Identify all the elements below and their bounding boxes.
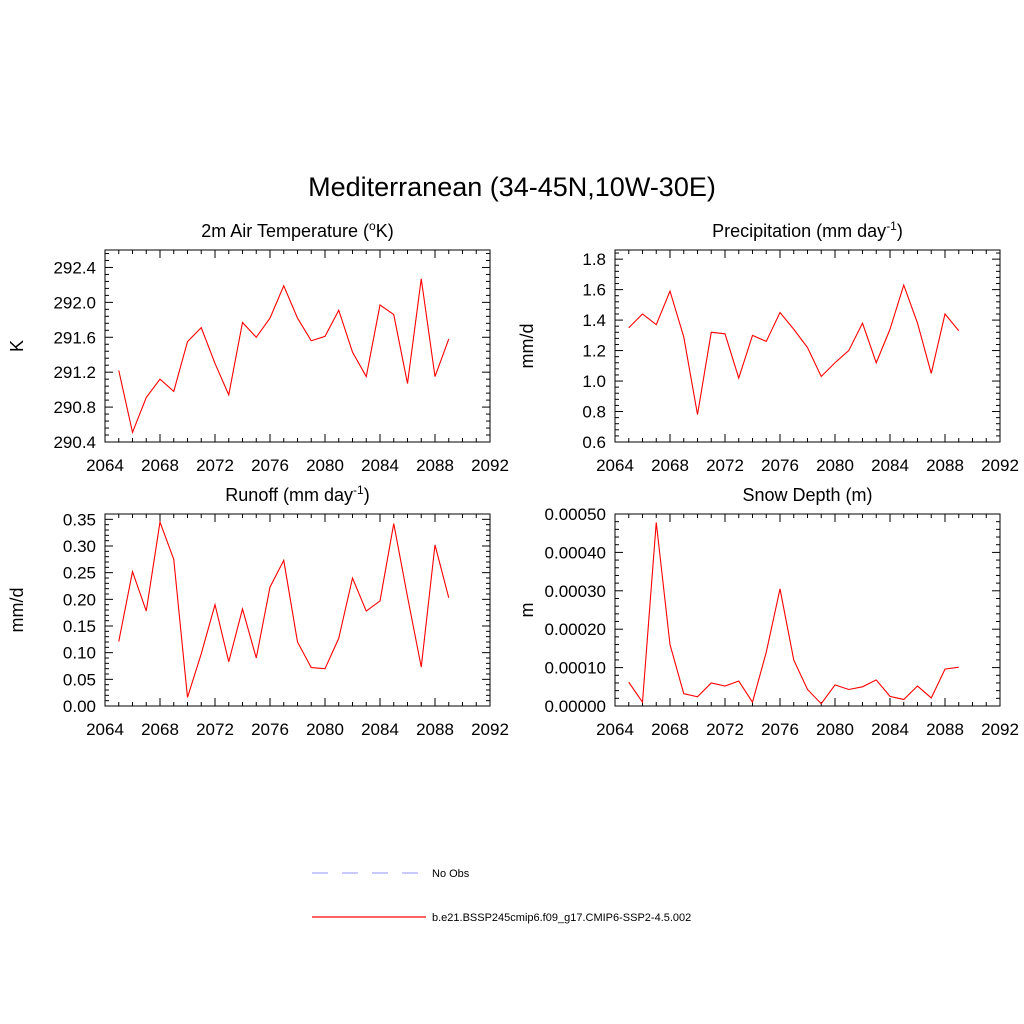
y-tick-label: 1.0: [582, 372, 606, 391]
x-tick-label: 2088: [926, 456, 964, 475]
x-tick-label: 2084: [871, 720, 909, 739]
x-tick-label: 2064: [596, 720, 634, 739]
y-tick-label: 290.4: [53, 433, 96, 452]
x-tick-label: 2088: [926, 720, 964, 739]
y-tick-label: 0.35: [63, 510, 96, 529]
x-tick-label: 2068: [141, 456, 179, 475]
x-tick-label: 2088: [416, 720, 454, 739]
series-line: [118, 278, 450, 435]
series-line: [628, 522, 959, 705]
x-tick-label: 2084: [361, 456, 399, 475]
y-tick-label: 0.00000: [545, 697, 606, 716]
y-tick-label: 0.25: [63, 564, 96, 583]
x-tick-label: 2080: [306, 720, 344, 739]
x-tick-label: 2068: [651, 456, 689, 475]
x-tick-label: 2092: [981, 720, 1019, 739]
chart-panel: 2064 2068 2072 2076 2080 2084 2088 2092 0.00000 0…: [517, 485, 1019, 739]
chart-panel: 2064 2068 2072 2076 2080 2084 2088 2092 290.4 290…: [7, 219, 509, 475]
y-axis-label: m: [517, 603, 537, 618]
chart-panel: 2064 2068 2072 2076 2080 2084 2088 2092 0.00 0.05…: [7, 483, 509, 739]
x-tick-label: 2064: [596, 456, 634, 475]
plot-frame: [104, 513, 491, 707]
y-axis-label: mm/d: [7, 588, 27, 633]
y-tick-label: 1.8: [582, 250, 606, 269]
plot-frame: [614, 513, 1001, 707]
y-tick-label: 0.6: [582, 433, 606, 452]
y-tick-label: 1.2: [582, 342, 606, 361]
y-tick-label: 292.0: [53, 293, 96, 312]
main-title: Mediterranean (34-45N,10W-30E): [308, 172, 716, 202]
x-tick-label: 2080: [306, 456, 344, 475]
y-tick-label: 0.00050: [545, 505, 606, 524]
y-tick-label: 0.05: [63, 670, 96, 689]
x-tick-label: 2072: [196, 456, 234, 475]
x-tick-label: 2072: [706, 456, 744, 475]
y-axis-label: mm/d: [517, 324, 537, 369]
y-tick-label: 0.10: [63, 644, 96, 663]
panel-title: 2m Air Temperature (oK): [201, 219, 393, 241]
y-tick-label: 0.30: [63, 537, 96, 556]
y-tick-label: 0.00030: [545, 582, 606, 601]
panel-title: Precipitation (mm day-1): [712, 219, 903, 241]
plot-frame: [104, 249, 491, 443]
plot-frame: [614, 249, 1001, 443]
x-tick-label: 2064: [86, 456, 124, 475]
series-line: [628, 283, 960, 415]
y-tick-label: 291.6: [53, 328, 96, 347]
y-tick-label: 1.4: [582, 311, 606, 330]
x-tick-label: 2084: [871, 456, 909, 475]
x-tick-label: 2072: [706, 720, 744, 739]
x-tick-label: 2080: [816, 720, 854, 739]
x-tick-label: 2092: [981, 456, 1019, 475]
x-tick-label: 2092: [471, 720, 509, 739]
x-tick-label: 2076: [251, 720, 289, 739]
legend-label: No Obs: [432, 868, 470, 880]
x-tick-label: 2076: [761, 456, 799, 475]
x-tick-label: 2084: [361, 720, 399, 739]
x-tick-label: 2064: [86, 720, 124, 739]
x-tick-label: 2072: [196, 720, 234, 739]
y-tick-label: 290.8: [53, 398, 96, 417]
panel-title: Snow Depth (m): [742, 485, 872, 505]
y-axis-label: K: [7, 340, 27, 352]
y-tick-label: 292.4: [53, 258, 96, 277]
x-tick-label: 2068: [141, 720, 179, 739]
x-tick-label: 2080: [816, 456, 854, 475]
y-tick-label: 0.00020: [545, 620, 606, 639]
x-tick-label: 2076: [251, 456, 289, 475]
y-tick-label: 0.00: [63, 697, 96, 716]
chart-panel: 2064 2068 2072 2076 2080 2084 2088 2092 0.6 0.8 1.…: [517, 219, 1019, 475]
y-tick-label: 0.8: [582, 403, 606, 422]
legend: No Obs b.e21.BSSP245cmip6.f09_g17.CMIP6-S…: [312, 868, 691, 924]
x-tick-label: 2076: [761, 720, 799, 739]
y-tick-label: 0.00010: [545, 659, 606, 678]
x-tick-label: 2088: [416, 456, 454, 475]
y-tick-label: 1.6: [582, 281, 606, 300]
y-tick-label: 0.00040: [545, 543, 606, 562]
y-tick-label: 0.20: [63, 590, 96, 609]
y-tick-label: 291.2: [53, 363, 96, 382]
legend-label: b.e21.BSSP245cmip6.f09_g17.CMIP6-SSP2-4.…: [432, 912, 691, 924]
x-tick-label: 2092: [471, 456, 509, 475]
y-tick-label: 0.15: [63, 617, 96, 636]
series-line: [118, 519, 450, 698]
x-tick-label: 2068: [651, 720, 689, 739]
panel-title: Runoff (mm day-1): [225, 483, 369, 505]
